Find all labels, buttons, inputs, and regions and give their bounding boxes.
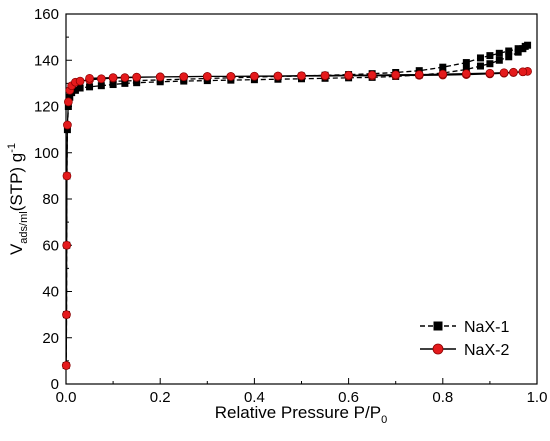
y-tick-label: 60 (42, 237, 59, 254)
data-point (414, 70, 424, 79)
data-point (62, 171, 72, 181)
data-point (495, 56, 503, 64)
series-nax-2 (61, 66, 532, 370)
data-point (485, 68, 495, 78)
data-point (202, 72, 212, 81)
series-line (65, 44, 528, 366)
data-point (438, 69, 448, 79)
y-axis-title: Vads/ml(STP) g-1 (6, 143, 30, 255)
data-point (132, 72, 141, 82)
data-point (75, 76, 85, 86)
series-line (65, 70, 528, 366)
data-point (486, 60, 494, 68)
y-axis-title-sup: -1 (6, 143, 18, 153)
data-point (86, 83, 94, 91)
data-point (367, 70, 377, 80)
data-point (155, 72, 165, 82)
y-tick-label: 40 (42, 284, 59, 301)
data-point (499, 68, 509, 78)
data-point (514, 45, 522, 53)
data-point (76, 84, 84, 92)
data-point (64, 97, 73, 107)
data-point (62, 310, 71, 319)
x-tick-label: 0.8 (432, 389, 453, 406)
y-tick-label: 80 (42, 191, 59, 208)
data-point (179, 72, 189, 82)
data-point (495, 49, 503, 57)
legend-item-nax-2: NaX-2 (420, 342, 509, 359)
y-tick-label: 160 (34, 6, 59, 23)
data-point (108, 73, 118, 82)
data-point (509, 67, 518, 77)
x-axis: 0.0 0.2 0.4 0.6 0.8 1.0 (56, 378, 548, 406)
data-point (226, 72, 236, 81)
x-tick-label: 0.0 (56, 389, 77, 406)
data-point (486, 52, 494, 60)
data-point (61, 361, 71, 370)
data-point (344, 70, 353, 80)
data-point (120, 73, 130, 82)
y-tick-label: 140 (34, 52, 59, 69)
x-tick-label: 0.6 (338, 389, 359, 406)
data-point (505, 53, 513, 61)
x-axis-title-main: Relative Pressure P/P (215, 403, 381, 422)
x-tick-label: 1.0 (527, 389, 548, 406)
data-point (121, 79, 129, 87)
data-point (476, 62, 484, 70)
data-point (273, 71, 283, 81)
data-point (71, 86, 79, 94)
series-layer (61, 41, 532, 370)
data-point (66, 93, 74, 101)
legend-marker-nax-1 (433, 321, 443, 331)
data-point (462, 59, 470, 67)
legend-label-nax-1: NaX-1 (464, 319, 509, 336)
y-tick-label: 20 (42, 330, 59, 347)
data-point (320, 71, 330, 80)
data-point (505, 47, 513, 55)
legend-marker-nax-2 (432, 343, 444, 355)
data-point (97, 82, 105, 90)
data-point (96, 74, 106, 84)
legend-label-nax-2: NaX-2 (464, 342, 509, 359)
y-tick-label: 0 (51, 376, 59, 393)
y-tick-label: 120 (34, 99, 59, 116)
data-point (62, 240, 72, 250)
y-axis-title-main: V (7, 243, 26, 255)
data-point (521, 42, 529, 50)
legend: NaX-1 NaX-2 (420, 319, 509, 359)
data-point (391, 70, 401, 80)
data-point (63, 120, 72, 130)
data-point (462, 69, 471, 79)
y-tick-label: 100 (34, 145, 59, 162)
data-point (476, 54, 484, 62)
data-point (297, 71, 306, 81)
y-axis-title-sub: ads/ml (18, 211, 30, 243)
data-point (518, 67, 528, 77)
x-axis-title-sub: 0 (381, 414, 387, 426)
x-axis-title: Relative Pressure P/P0 (215, 403, 387, 426)
x-tick-label: 0.2 (150, 389, 171, 406)
data-point (85, 73, 94, 83)
series-nax-1 (62, 41, 532, 369)
legend-item-nax-1: NaX-1 (420, 319, 509, 336)
x-tick-label: 0.4 (244, 389, 265, 406)
data-point (439, 63, 447, 71)
y-axis-title-mid: (STP) g (7, 153, 26, 212)
data-point (250, 71, 259, 81)
